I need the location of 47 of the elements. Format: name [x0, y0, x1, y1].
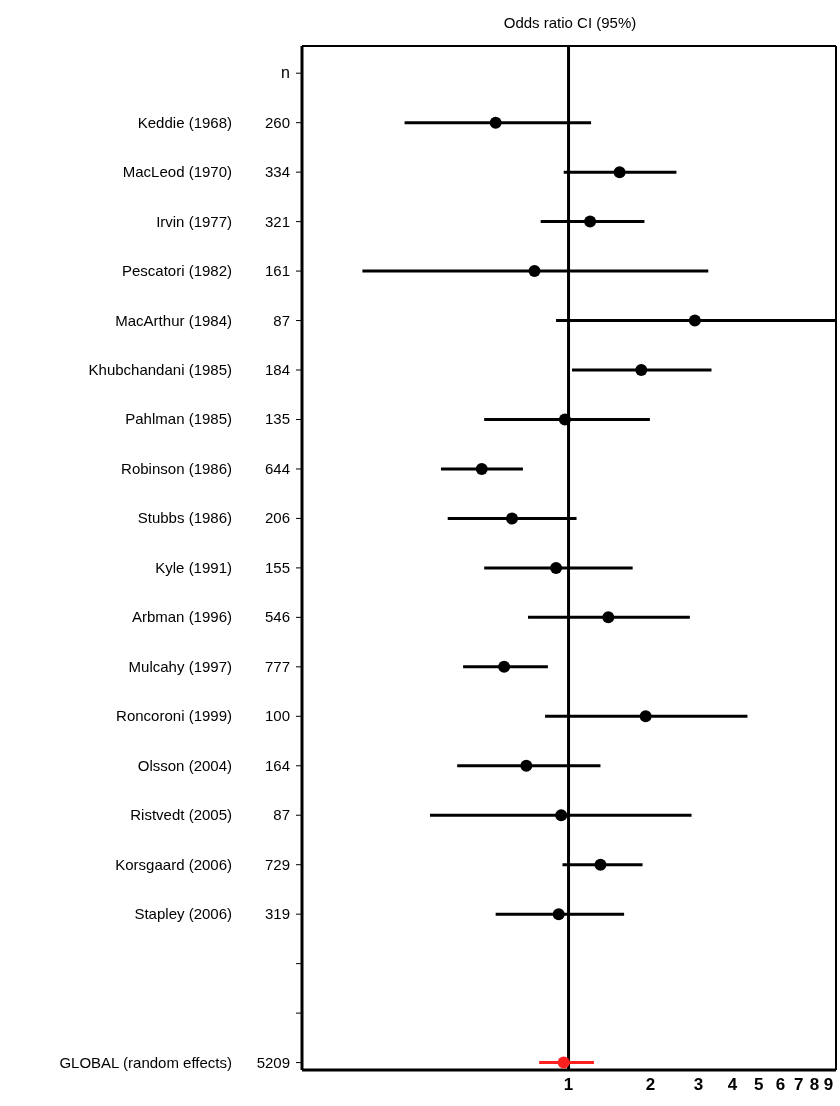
- text: 319: [264, 905, 290, 923]
- y-tick-label: Robinson (1986): [121, 459, 232, 477]
- text: 777: [264, 657, 290, 675]
- text: 87: [273, 311, 290, 329]
- x-tick-label: 8: [809, 1075, 820, 1095]
- text: 155: [264, 558, 290, 576]
- y-tick-label: Pahlman (1985): [125, 410, 232, 428]
- x-tick-label: 7: [793, 1075, 804, 1095]
- text: 87: [273, 806, 290, 824]
- y-tick-label: Olsson (2004): [137, 756, 232, 774]
- y-tick-label: Roncoroni (1999): [116, 707, 232, 725]
- y-tick-label: Korsgaard (2006): [115, 855, 232, 873]
- text: n: [281, 64, 290, 82]
- text: 100: [264, 707, 290, 725]
- y-tick-label: Arbman (1996): [131, 608, 232, 626]
- x-tick-label: 3: [693, 1075, 704, 1095]
- y-tick-label: Pescatori (1982): [121, 262, 232, 280]
- y-tick-label: MacArthur (1984): [115, 311, 232, 329]
- y-tick-label: Stubbs (1986): [137, 509, 232, 527]
- x-tick-label: 9: [823, 1075, 834, 1095]
- x-tick-label: 2: [645, 1075, 656, 1095]
- x-tick-label: 6: [775, 1075, 786, 1095]
- x-tick-label: 1: [563, 1075, 574, 1095]
- y-tick-label: Stapley (2006): [134, 905, 232, 923]
- text: 161: [264, 262, 290, 280]
- text: 729: [264, 855, 290, 873]
- text: 321: [264, 212, 290, 230]
- y-tick-label: Mulcahy (1997): [128, 657, 232, 675]
- chart-title: Odds ratio CI (95%): [502, 13, 638, 33]
- text: 164: [264, 756, 290, 774]
- text: 334: [264, 163, 290, 181]
- text: 644: [264, 459, 290, 477]
- y-tick-label: Ristvedt (2005): [130, 806, 232, 824]
- text: 5209: [256, 1053, 290, 1071]
- y-tick-label: Kyle (1991): [155, 558, 232, 576]
- y-tick-label: Irvin (1977): [156, 212, 232, 230]
- text: 184: [264, 361, 290, 379]
- text: 135: [264, 410, 290, 428]
- y-tick-label: GLOBAL (random effects): [59, 1053, 232, 1071]
- y-tick-label: Keddie (1968): [137, 113, 232, 131]
- text: 206: [264, 509, 290, 527]
- y-tick-label: MacLeod (1970): [122, 163, 232, 181]
- text: 260: [264, 113, 290, 131]
- x-tick-label: 5: [754, 1075, 764, 1095]
- y-tick-label: Khubchandani (1985): [88, 361, 232, 379]
- x-tick-label: 4: [727, 1075, 738, 1095]
- text: 546: [264, 608, 290, 626]
